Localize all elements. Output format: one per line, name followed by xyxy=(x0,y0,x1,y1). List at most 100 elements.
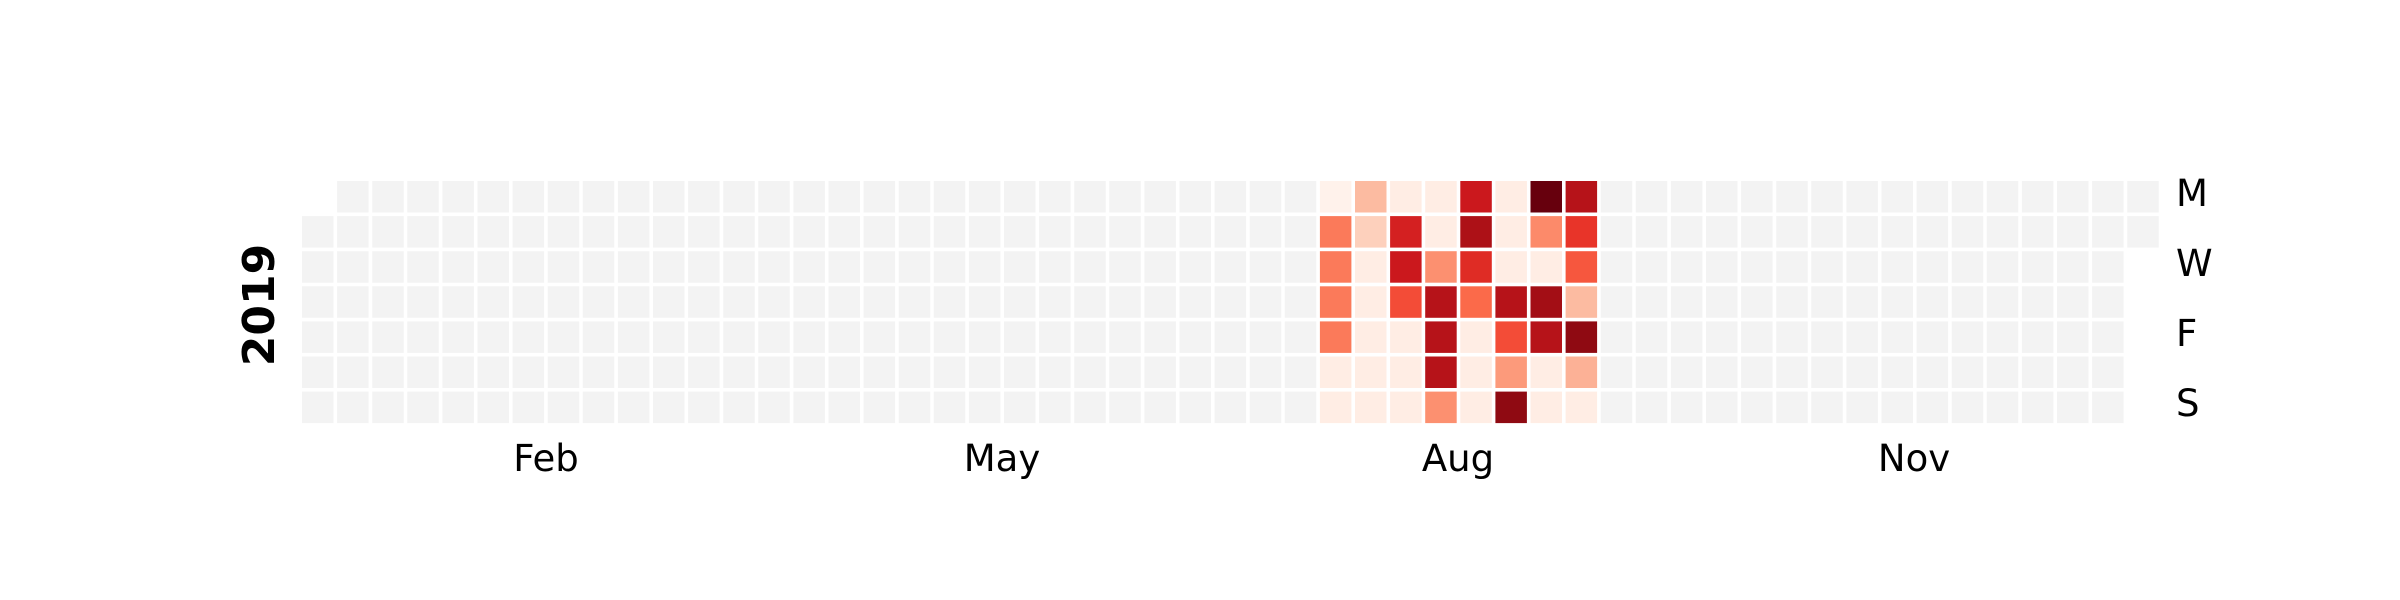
heatmap-cell xyxy=(2021,181,2054,213)
heatmap-cell xyxy=(1004,391,1036,424)
heatmap-cell xyxy=(1004,356,1036,388)
heatmap-cell xyxy=(758,321,790,353)
heatmap-cell xyxy=(1390,216,1422,248)
heatmap-cell xyxy=(407,356,439,388)
heatmap-cell xyxy=(1565,251,1598,283)
heatmap-cell xyxy=(1670,286,1703,318)
heatmap-cell xyxy=(1951,181,1984,213)
heatmap-cell xyxy=(1600,251,1633,283)
heatmap-cell xyxy=(1811,286,1843,318)
heatmap-cell xyxy=(1460,321,1492,353)
heatmap-cell xyxy=(407,286,439,318)
heatmap-cell xyxy=(1249,321,1282,353)
heatmap-cell xyxy=(1144,286,1176,318)
heatmap-cell xyxy=(1319,251,1352,283)
heatmap-cell xyxy=(512,216,545,248)
heatmap-cell xyxy=(1284,286,1317,318)
heatmap-cell xyxy=(477,251,509,283)
heatmap-cell xyxy=(617,356,650,388)
heatmap-cell xyxy=(1144,251,1176,283)
heatmap-cell xyxy=(688,286,720,318)
heatmap-cell xyxy=(1425,321,1457,353)
heatmap-cell xyxy=(1741,356,1773,388)
heatmap-cell xyxy=(2021,216,2054,248)
heatmap-cell xyxy=(1600,356,1633,388)
heatmap-cell xyxy=(1706,391,1738,424)
heatmap-cell xyxy=(2057,181,2089,213)
heatmap-cell xyxy=(933,321,966,353)
heatmap-cell xyxy=(1039,391,1071,424)
heatmap-cell xyxy=(1670,181,1703,213)
heatmap-cell xyxy=(1284,181,1317,213)
heatmap-cell xyxy=(758,251,790,283)
heatmap-cell xyxy=(1951,391,1984,424)
heatmap-cell xyxy=(793,251,825,283)
heatmap-cell xyxy=(1776,251,1808,283)
heatmap-cell xyxy=(442,251,474,283)
heatmap-cell xyxy=(1284,216,1317,248)
heatmap-cell xyxy=(1986,321,2019,353)
heatmap-cell xyxy=(653,181,685,213)
heatmap-cell xyxy=(1425,181,1457,213)
heatmap-cell xyxy=(653,216,685,248)
heatmap-cell xyxy=(1249,391,1282,424)
heatmap-cell xyxy=(863,356,896,388)
heatmap-cell xyxy=(898,286,931,318)
heatmap-cell xyxy=(688,216,720,248)
heatmap-cell xyxy=(828,321,860,353)
heatmap-cell xyxy=(547,356,580,388)
heatmap-cell xyxy=(898,321,931,353)
heatmap-cell xyxy=(1706,251,1738,283)
heatmap-cell xyxy=(1951,321,1984,353)
heatmap-cell xyxy=(1355,391,1387,424)
heatmap-cell xyxy=(1004,216,1036,248)
heatmap-cell xyxy=(1004,181,1036,213)
heatmap-cell xyxy=(1530,321,1562,353)
heatmap-cell xyxy=(1811,216,1843,248)
heatmap-cell xyxy=(2127,216,2159,248)
heatmap-cell xyxy=(653,286,685,318)
heatmap-cell xyxy=(1635,251,1668,283)
heatmap-cell xyxy=(1144,181,1176,213)
heatmap-cell xyxy=(372,286,404,318)
heatmap-cell xyxy=(1004,251,1036,283)
heatmap-cell xyxy=(2057,251,2089,283)
heatmap-cell xyxy=(1495,251,1527,283)
heatmap-cell xyxy=(1741,216,1773,248)
heatmap-cell xyxy=(1741,321,1773,353)
heatmap-cell xyxy=(1530,356,1562,388)
heatmap-cell xyxy=(2092,356,2124,388)
day-label-f: F xyxy=(2176,312,2197,355)
heatmap-cell xyxy=(1811,391,1843,424)
heatmap-cell xyxy=(1214,286,1247,318)
heatmap-cell xyxy=(968,216,1001,248)
month-label-nov: Nov xyxy=(1878,437,1950,480)
heatmap-cell xyxy=(407,391,439,424)
heatmap-cell xyxy=(1635,356,1668,388)
heatmap-cell xyxy=(547,181,580,213)
heatmap-cell xyxy=(968,321,1001,353)
heatmap-cell xyxy=(2127,181,2159,213)
heatmap-cell xyxy=(1881,391,1913,424)
heatmap-cell xyxy=(1846,251,1878,283)
heatmap-cell xyxy=(1635,391,1668,424)
heatmap-cell xyxy=(688,251,720,283)
heatmap-cell xyxy=(1144,321,1176,353)
heatmap-cell xyxy=(2021,251,2054,283)
heatmap-cell xyxy=(1986,356,2019,388)
heatmap-cell xyxy=(617,251,650,283)
day-label-s: S xyxy=(2176,382,2200,425)
heatmap-cell xyxy=(1565,321,1598,353)
heatmap-cell xyxy=(1109,391,1141,424)
heatmap-cell xyxy=(1074,181,1106,213)
heatmap-cell xyxy=(1670,251,1703,283)
heatmap-cell xyxy=(723,251,755,283)
heatmap-cell xyxy=(2092,321,2124,353)
heatmap-cell xyxy=(1530,181,1562,213)
heatmap-cell xyxy=(1249,251,1282,283)
month-label-aug: Aug xyxy=(1422,437,1494,480)
heatmap-cell xyxy=(653,321,685,353)
heatmap-cell xyxy=(1741,251,1773,283)
heatmap-cell xyxy=(863,251,896,283)
heatmap-cell xyxy=(1179,216,1211,248)
